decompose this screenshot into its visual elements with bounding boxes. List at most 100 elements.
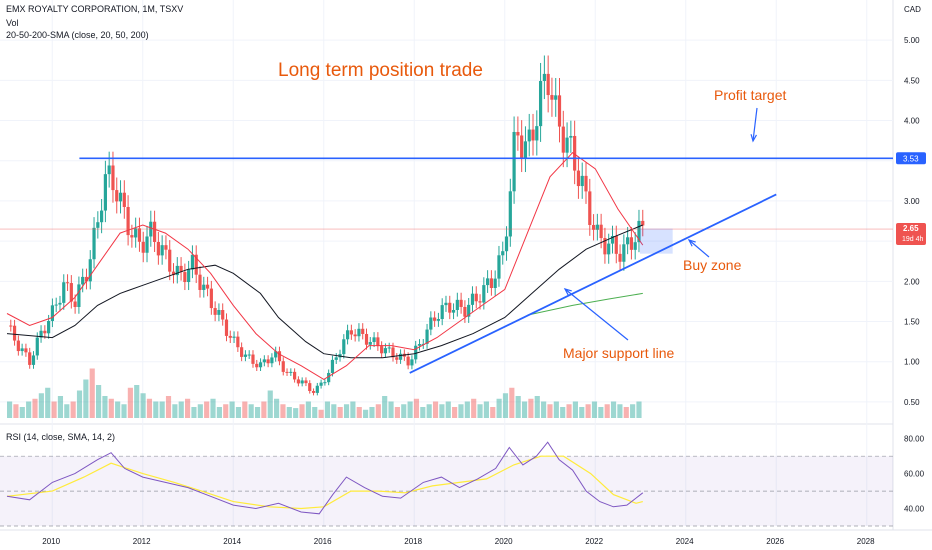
candle-body bbox=[425, 329, 429, 344]
volume-bar bbox=[382, 396, 388, 418]
profit-arrow-head bbox=[750, 134, 758, 143]
time-tick-label: 2012 bbox=[133, 537, 151, 546]
candle-body bbox=[414, 345, 418, 360]
candle-body bbox=[357, 328, 361, 337]
candle-body bbox=[482, 285, 486, 303]
volume-bar bbox=[598, 407, 604, 418]
candle-body bbox=[175, 265, 179, 276]
volume-bar bbox=[108, 398, 114, 418]
sma200-line bbox=[527, 292, 643, 316]
candle-body bbox=[569, 135, 573, 138]
candle-body bbox=[232, 336, 236, 338]
target-price-badge bbox=[896, 152, 926, 165]
candle-body bbox=[145, 236, 149, 253]
candle-body bbox=[92, 227, 96, 260]
candle-body bbox=[266, 359, 270, 364]
candle-body bbox=[455, 299, 459, 310]
candle-body bbox=[24, 348, 28, 353]
volume-bar bbox=[541, 401, 547, 418]
volume-bar bbox=[394, 407, 400, 418]
volume-bar bbox=[185, 398, 191, 418]
candle-body bbox=[236, 336, 240, 348]
candle-body bbox=[103, 174, 107, 211]
candle-body bbox=[115, 190, 119, 202]
candle-body bbox=[247, 354, 251, 356]
candle-body bbox=[588, 191, 592, 225]
candle-body bbox=[486, 278, 490, 286]
candle-body bbox=[512, 131, 516, 192]
candle-body bbox=[436, 319, 441, 321]
buy-arrow bbox=[688, 239, 710, 258]
price-tick-label: 4.50 bbox=[904, 76, 920, 85]
volume-bar bbox=[178, 401, 184, 418]
candle-body bbox=[270, 357, 274, 364]
candle-body bbox=[531, 129, 535, 141]
candle-body bbox=[478, 301, 482, 303]
candle-body bbox=[372, 337, 376, 343]
volume-bar bbox=[471, 398, 477, 418]
volume-bar bbox=[242, 401, 248, 418]
candle-body bbox=[107, 165, 111, 175]
volume-bar bbox=[140, 393, 146, 418]
candle-body bbox=[607, 243, 611, 255]
candle-body bbox=[633, 242, 637, 250]
candle-body bbox=[523, 141, 528, 158]
time-tick-label: 2020 bbox=[495, 537, 513, 546]
sma-label: 20-50-200-SMA (close, 20, 50, 200) bbox=[6, 30, 149, 40]
volume-bar bbox=[254, 407, 261, 418]
candle-body bbox=[96, 222, 100, 228]
candle-body bbox=[221, 310, 225, 320]
candle-body bbox=[580, 175, 584, 187]
candle-body bbox=[417, 344, 422, 346]
volume-bar bbox=[286, 407, 292, 418]
volume-bar bbox=[426, 404, 432, 418]
candle-body bbox=[137, 228, 142, 242]
volume-bar bbox=[26, 401, 32, 418]
last-price-badge-countdown: 19d 4h bbox=[902, 236, 924, 243]
volume-bar bbox=[375, 404, 381, 418]
candle-body bbox=[160, 245, 164, 256]
currency-label: CAD bbox=[904, 5, 921, 14]
grid bbox=[0, 0, 932, 531]
annotation-title: Long term position trade bbox=[278, 60, 483, 81]
target-price-badge-text: 3.53 bbox=[903, 154, 919, 163]
volume-bar bbox=[7, 401, 13, 418]
volume-bar bbox=[19, 407, 25, 418]
candle-body bbox=[538, 81, 543, 127]
candle-body bbox=[81, 276, 85, 285]
candle-body bbox=[315, 385, 319, 393]
candle-body bbox=[493, 278, 497, 289]
time-tick-label: 2014 bbox=[223, 537, 241, 546]
last-price-badge bbox=[896, 223, 926, 246]
candle-body bbox=[380, 346, 384, 354]
volume-bar bbox=[591, 401, 598, 418]
volume-bar bbox=[83, 379, 89, 418]
candle-body bbox=[323, 382, 327, 384]
candle-body bbox=[527, 129, 531, 142]
candle-body bbox=[641, 220, 645, 226]
price-tick-label: 3.00 bbox=[904, 197, 920, 206]
candle-body bbox=[168, 249, 172, 272]
volume-bar bbox=[630, 404, 636, 418]
axes: 5.004.504.003.503.002.502.001.501.000.50… bbox=[42, 5, 926, 546]
volume-bar bbox=[617, 404, 623, 418]
volume-bar bbox=[636, 401, 642, 418]
candle-body bbox=[126, 206, 130, 236]
candle-body bbox=[274, 351, 278, 358]
annotation-support: Major support line bbox=[563, 345, 674, 361]
time-tick-label: 2010 bbox=[42, 537, 60, 546]
price-tick-label: 5.00 bbox=[904, 36, 920, 45]
volume-bar bbox=[560, 407, 566, 418]
candle-body bbox=[618, 253, 622, 262]
volume-bar bbox=[96, 385, 102, 418]
volume-bar bbox=[502, 393, 509, 418]
candle-body bbox=[156, 241, 160, 256]
candle-body bbox=[345, 330, 350, 340]
candle-body bbox=[520, 135, 524, 158]
volume-bar bbox=[515, 396, 521, 418]
volume-bar bbox=[369, 407, 375, 418]
candle-body bbox=[54, 304, 58, 306]
volume-bar bbox=[223, 404, 229, 418]
volume-bar bbox=[363, 409, 369, 418]
